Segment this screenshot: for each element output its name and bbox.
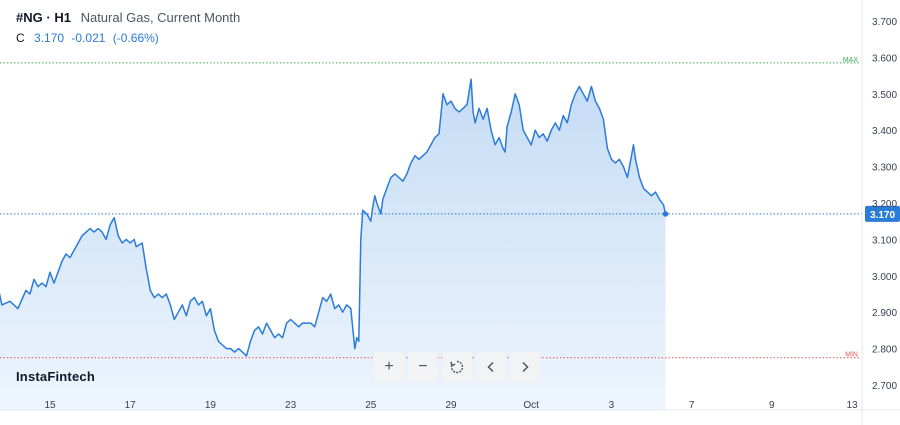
x-tick-label: 29 xyxy=(445,400,457,411)
x-tick-label: 23 xyxy=(285,400,297,411)
zoom-in-button[interactable]: + xyxy=(374,352,404,382)
x-tick-label: 13 xyxy=(846,400,858,411)
instrument-name: Natural Gas, Current Month xyxy=(80,10,241,25)
x-tick-label: Oct xyxy=(523,400,539,411)
y-tick-label: 2.900 xyxy=(872,308,897,319)
last-price-marker xyxy=(662,211,669,217)
y-tick-label: 3.400 xyxy=(872,126,897,137)
brand-logo: InstaFintech xyxy=(16,369,95,384)
min-label: MIN xyxy=(845,352,858,359)
symbol-separator: · xyxy=(46,10,51,25)
plus-icon: + xyxy=(384,358,394,375)
last-price-label: 3.170 xyxy=(870,210,895,221)
chevron-left-icon xyxy=(487,361,494,373)
chart-toolbar: + − xyxy=(374,352,540,382)
close-key: C xyxy=(16,31,25,45)
price-area xyxy=(0,79,666,410)
quote-row: C 3.170 -0.021 (-0.66%) xyxy=(16,31,163,45)
y-tick-label: 2.800 xyxy=(872,345,897,356)
x-tick-label: 7 xyxy=(689,400,695,411)
minus-icon: − xyxy=(418,358,428,375)
x-tick-label: 25 xyxy=(365,400,377,411)
price-line xyxy=(0,78,667,357)
y-tick-label: 3.600 xyxy=(872,53,897,64)
y-tick-label: 3.100 xyxy=(872,235,897,246)
y-tick-label: 2.700 xyxy=(872,381,897,392)
symbol-label: #NG xyxy=(16,10,43,25)
y-tick-label: 3.300 xyxy=(872,163,897,174)
x-tick-label: 9 xyxy=(769,400,775,411)
reset-button[interactable] xyxy=(442,352,472,382)
x-tick-label: 15 xyxy=(44,400,56,411)
scroll-back-button[interactable] xyxy=(476,352,506,382)
change-percent: (-0.66%) xyxy=(112,31,159,45)
chevron-right-icon xyxy=(522,361,529,373)
reset-icon xyxy=(450,360,464,374)
timeframe-label: H1 xyxy=(54,10,71,25)
scroll-forward-button[interactable] xyxy=(510,352,540,382)
chart-title: #NG · H1 Natural Gas, Current Month xyxy=(16,10,240,25)
y-tick-label: 3.500 xyxy=(872,90,897,101)
x-tick-label: 19 xyxy=(205,400,217,411)
y-tick-label: 3.200 xyxy=(872,199,897,210)
zoom-out-button[interactable]: − xyxy=(408,352,438,382)
last-price-badge xyxy=(865,205,900,222)
close-value: 3.170 xyxy=(34,31,65,45)
x-tick-label: 17 xyxy=(125,400,137,411)
change-value: -0.021 xyxy=(71,31,106,45)
y-tick-label: 3.000 xyxy=(872,272,897,283)
y-tick-label: 3.700 xyxy=(872,17,897,28)
x-tick-label: 3 xyxy=(609,400,615,411)
max-label: MAX xyxy=(843,57,859,64)
